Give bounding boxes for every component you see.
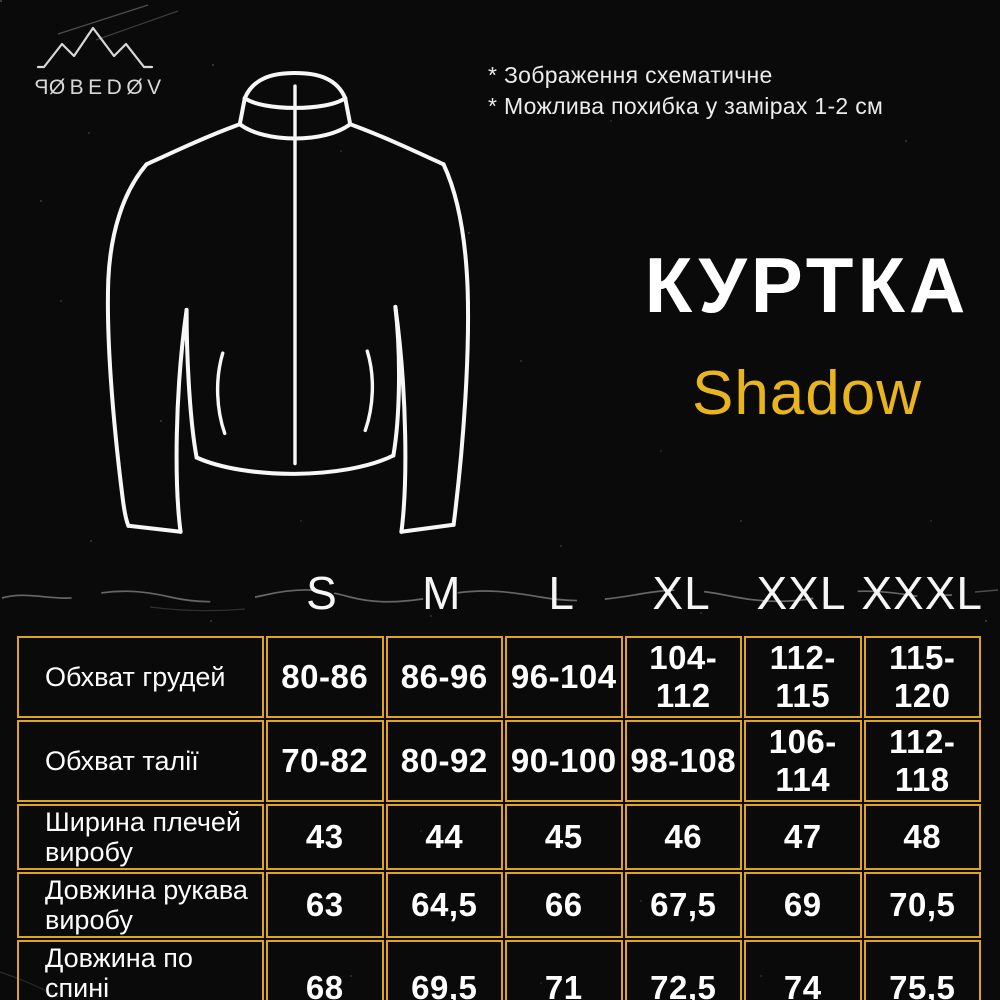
measurement-value: 46 <box>624 804 742 870</box>
measurement-value: 44 <box>385 804 503 870</box>
measurement-value: 96-104 <box>505 636 623 718</box>
measurement-value: 45 <box>505 804 623 870</box>
measurement-label: Обхват грудей <box>17 636 264 718</box>
brand-letter-p: P <box>30 76 49 99</box>
brand-letters: ØBEDØV <box>48 76 166 99</box>
size-chart-table: Обхват грудей 80-86 86-96 96-104 104-112… <box>15 634 983 1000</box>
table-row-chest: Обхват грудей 80-86 86-96 96-104 104-112… <box>17 636 981 718</box>
table-row-shoulders: Ширина плечей виробу 43 44 45 46 47 48 <box>17 804 981 870</box>
measurement-value: 67,5 <box>624 872 742 938</box>
measurement-value: 75,5 <box>863 940 981 1000</box>
mountain-peaks-icon <box>36 26 154 69</box>
product-title-block: КУРТКА Shadow <box>617 240 997 429</box>
size-column-header-l: L <box>548 567 575 619</box>
measurement-value: 70-82 <box>266 720 384 802</box>
table-row-back-length: Довжина по спині виробу 68 69,5 71 72,5 … <box>17 940 981 1000</box>
measurement-value: 69,5 <box>385 940 503 1000</box>
measurement-value: 68 <box>266 940 384 1000</box>
table-row-waist: Обхват талії 70-82 80-92 90-100 98-108 1… <box>17 720 981 802</box>
size-column-header-xxxl: XXXL <box>861 567 984 619</box>
measurement-value: 64,5 <box>385 872 503 938</box>
measurement-value: 112-115 <box>744 636 862 718</box>
measurement-value: 43 <box>266 804 384 870</box>
disclaimer-notes: * Зображення схематичне * Можлива похибк… <box>488 60 883 122</box>
measurement-value: 115-120 <box>863 636 981 718</box>
measurement-label: Довжина по спині виробу <box>17 940 264 1000</box>
measurement-value: 69 <box>744 872 862 938</box>
brand-logo: PØBEDØV <box>30 20 166 100</box>
disclaimer-line-2: * Можлива похибка у замірах 1-2 см <box>488 93 884 119</box>
measurement-label: Обхват талії <box>17 720 264 802</box>
disclaimer-line-1: * Зображення схематичне <box>488 62 773 88</box>
brand-name: PØBEDØV <box>30 76 166 100</box>
size-column-header-s: S <box>306 567 338 619</box>
size-header-row: S M L XL XXL XXXL <box>15 560 983 620</box>
measurement-label: Ширина плечей виробу <box>17 804 264 870</box>
size-column-header-m: M <box>422 567 462 619</box>
measurement-value: 71 <box>505 940 623 1000</box>
measurement-value: 66 <box>505 872 623 938</box>
measurement-value: 72,5 <box>624 940 742 1000</box>
size-column-header-xxl: XXL <box>756 567 847 619</box>
table-row-sleeve: Довжина рукава виробу 63 64,5 66 67,5 69… <box>17 872 981 938</box>
jacket-outline-icon <box>105 71 471 534</box>
measurement-value: 80-86 <box>266 636 384 718</box>
measurement-value: 112-118 <box>863 720 981 802</box>
measurement-value: 104-112 <box>624 636 742 718</box>
product-name: Shadow <box>691 359 923 428</box>
measurement-value: 98-108 <box>624 720 742 802</box>
measurement-value: 70,5 <box>863 872 981 938</box>
measurement-value: 47 <box>744 804 862 870</box>
measurement-value: 90-100 <box>505 720 623 802</box>
size-column-header-xl: XL <box>652 567 711 619</box>
measurement-label: Довжина рукава виробу <box>17 872 264 938</box>
measurement-value: 106-114 <box>744 720 862 802</box>
measurement-value: 80-92 <box>385 720 503 802</box>
measurement-value: 74 <box>744 940 862 1000</box>
speckle-texture <box>0 0 2 2</box>
product-title: КУРТКА <box>644 241 970 329</box>
measurement-value: 86-96 <box>385 636 503 718</box>
measurement-value: 63 <box>266 872 384 938</box>
measurement-value: 48 <box>863 804 981 870</box>
